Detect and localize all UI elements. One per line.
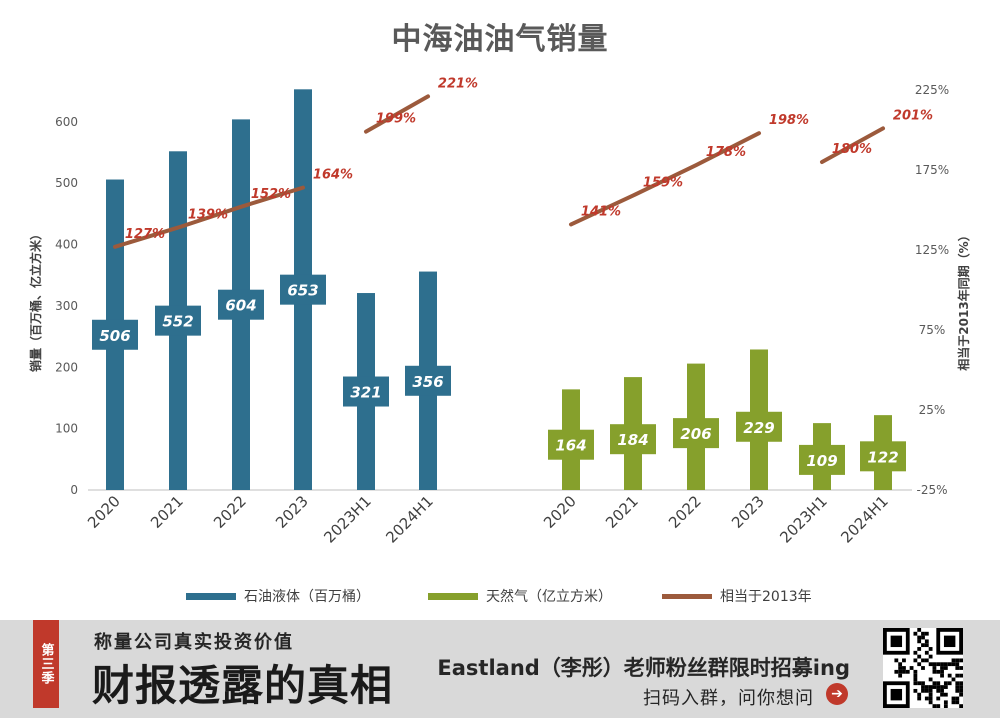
bar-value-label: 109	[806, 452, 837, 470]
left-tick-label: 300	[55, 299, 78, 313]
legend-oil: 石油液体（百万桶）	[186, 584, 370, 608]
qr-code-icon[interactable]	[883, 628, 963, 708]
ratio-data-label: 164%	[313, 168, 353, 183]
bar-value-label: 356	[412, 373, 443, 391]
right-tick-label: -25%	[916, 483, 947, 497]
ratio-data-label: 180%	[832, 142, 872, 157]
arrow-right-icon[interactable]: ➔	[826, 683, 848, 705]
category-label: 2024H1	[382, 492, 436, 546]
category-label: 2022	[665, 492, 705, 532]
legend-ratio-label: 相当于2013年	[720, 589, 812, 605]
bar-value-label: 653	[287, 282, 318, 300]
category-label: 2023H1	[776, 492, 830, 546]
ratio-data-label: 152%	[251, 187, 291, 202]
ratio-data-label: 159%	[643, 176, 683, 191]
bar-value-badge	[218, 289, 264, 320]
right-tick-label: 25%	[919, 403, 946, 417]
category-label: 2020	[540, 492, 580, 532]
left-tick-label: 100	[55, 422, 78, 436]
season-ribbon: 第三季	[33, 620, 59, 708]
bar-value-badge	[799, 444, 845, 475]
bar-value-badge	[610, 424, 656, 455]
legend-gas-swatch	[428, 592, 478, 600]
banner-main-title: 财报透露的真相	[92, 661, 394, 710]
ratio-data-label: 221%	[438, 76, 478, 91]
category-label: 2020	[84, 492, 124, 532]
bar-value-label: 506	[99, 327, 130, 345]
bar-value-badge	[405, 365, 451, 396]
banner-recruit-text: Eastland（李彤）老师粉丝群限时招募ing	[437, 656, 850, 680]
category-label: 2021	[147, 492, 187, 532]
ratio-data-label: 199%	[376, 112, 416, 127]
bar-value-label: 321	[350, 384, 381, 402]
ratio-data-label: 178%	[706, 145, 746, 160]
bar-value-label: 604	[225, 297, 256, 315]
bar-value-badge	[92, 319, 138, 350]
ratio-line-oil-1	[364, 94, 430, 134]
bar-value-badge	[280, 274, 326, 305]
legend-oil-label: 石油液体（百万桶）	[244, 589, 370, 605]
left-tick-label: 500	[55, 176, 78, 190]
ratio-data-label: 141%	[581, 204, 621, 219]
left-tick-label: 200	[55, 360, 78, 374]
left-axis-title: 销量（百万桶、亿立方米）	[28, 228, 43, 372]
bar-value-label: 206	[680, 425, 711, 443]
bar-value-badge	[860, 441, 906, 472]
legend: 石油液体（百万桶） 天然气（亿立方米） 相当于2013年	[0, 584, 1000, 608]
left-tick-label: 400	[55, 238, 78, 252]
right-tick-label: 225%	[915, 83, 949, 97]
legend-ratio: 相当于2013年	[662, 584, 812, 608]
left-tick-label: 0	[70, 483, 78, 497]
bar-value-label: 184	[617, 431, 648, 449]
bar-value-label: 229	[743, 419, 774, 437]
sales-chart: 0 100 200 300 400 500 600 -25% 25% 75% 125% 175% 225…	[28, 76, 971, 546]
banner-scan-text: 扫码入群，问你想问	[643, 688, 814, 709]
ratio-line-oil-0	[113, 185, 305, 249]
category-label: 2023H1	[320, 492, 374, 546]
bar-value-badge	[548, 429, 594, 460]
category-label: 2022	[210, 492, 250, 532]
ratio-data-label: 198%	[769, 113, 809, 128]
bar-value-label: 164	[555, 437, 586, 455]
legend-ratio-swatch	[662, 593, 712, 599]
right-tick-label: 175%	[915, 163, 949, 177]
left-tick-label: 600	[55, 115, 78, 129]
bar-value-badge	[155, 305, 201, 336]
ratio-line-gas-0	[569, 131, 761, 227]
right-tick-label: 75%	[919, 323, 946, 337]
legend-oil-swatch	[186, 592, 236, 600]
legend-gas: 天然气（亿立方米）	[428, 584, 612, 608]
ratio-data-label: 127%	[125, 227, 165, 242]
ratio-line-gas-1	[820, 126, 885, 164]
bar-value-badge	[673, 418, 719, 449]
legend-gas-label: 天然气（亿立方米）	[486, 589, 612, 605]
chart-title: 中海油油气销量	[391, 22, 609, 57]
ratio-data-label: 201%	[893, 108, 933, 123]
right-axis-title: 相当于2013年同期（%）	[956, 229, 971, 370]
category-label: 2023	[728, 492, 768, 532]
bar-value-label: 552	[162, 313, 193, 331]
bar-value-label: 122	[867, 448, 898, 466]
bar-value-badge	[736, 411, 782, 442]
category-label: 2024H1	[837, 492, 891, 546]
category-label: 2023	[272, 492, 312, 532]
ratio-data-label: 139%	[188, 208, 228, 223]
category-label: 2021	[602, 492, 642, 532]
right-tick-label: 125%	[915, 243, 949, 257]
banner-subtitle: 称量公司真实投资价值	[94, 632, 294, 653]
bar-value-badge	[343, 376, 389, 407]
